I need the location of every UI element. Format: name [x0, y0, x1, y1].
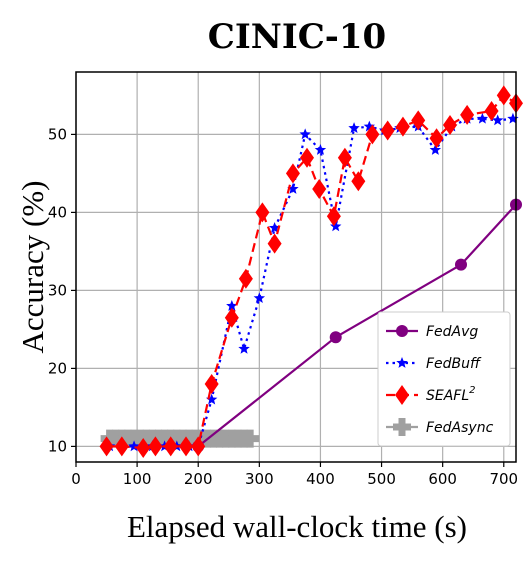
legend-marker	[393, 418, 411, 436]
fedbuff-point	[299, 128, 311, 140]
fedbuff-point	[314, 144, 327, 155]
y-tick-label: 10	[48, 437, 67, 455]
seafl-line	[106, 94, 517, 450]
series-layer	[99, 85, 523, 458]
seafl-point	[496, 85, 511, 106]
y-tick-label: 20	[48, 359, 67, 377]
legend-label: SEAFL2	[426, 385, 476, 404]
fedbuff-point	[128, 440, 140, 452]
x-axis-label: Elapsed wall-clock time (s)	[127, 509, 467, 544]
y-tick-label: 40	[48, 203, 67, 221]
legend-item-fedavg: FedAvg	[386, 324, 478, 340]
series-seafl	[99, 85, 523, 458]
seafl-point	[351, 171, 366, 192]
seafl-point	[443, 115, 457, 136]
fedbuff-point	[253, 292, 266, 304]
x-tick-label: 0	[71, 470, 81, 488]
legend-label: FedBuff	[426, 356, 482, 372]
fedbuff-point	[429, 144, 442, 155]
seafl-point	[285, 163, 300, 184]
x-tick-label: 400	[306, 470, 335, 488]
legend-marker	[396, 357, 408, 368]
seafl-point	[99, 436, 114, 457]
fedbuff-point	[268, 222, 281, 233]
seafl-point	[337, 147, 352, 168]
fedbuff-point	[287, 183, 299, 194]
fedbuff-point	[363, 120, 376, 132]
seafl-point	[136, 437, 151, 458]
y-tick-label: 50	[48, 125, 67, 143]
plot-frame	[75, 71, 517, 463]
fedavg-point	[455, 258, 467, 271]
seafl-point	[114, 436, 129, 457]
y-axis-label: Accuracy (%)	[15, 181, 50, 354]
legend-item-fedbuff: FedBuff	[386, 356, 482, 372]
seafl-point	[163, 436, 178, 457]
fedavg-point	[329, 331, 342, 344]
fedasync-point	[241, 429, 260, 448]
chart-title: CINIC-10	[208, 17, 386, 57]
seafl-point	[429, 128, 444, 149]
fedbuff-point	[491, 114, 504, 126]
seafl-point	[224, 307, 239, 328]
fedbuff-point	[238, 342, 250, 354]
x-tick-label: 300	[245, 470, 274, 488]
legend-item-fedasync: FedAsync	[386, 418, 494, 436]
fedbuff-point	[507, 112, 519, 124]
x-tick-label: 600	[428, 470, 457, 488]
x-tick-label: 500	[367, 470, 396, 488]
seafl-point	[312, 179, 327, 199]
legend-label: FedAsync	[426, 420, 494, 436]
y-tick-label: 30	[48, 281, 67, 299]
seafl-point	[148, 436, 163, 457]
seafl-point	[395, 116, 410, 137]
fedbuff-point	[348, 122, 360, 134]
seafl-point	[460, 104, 475, 125]
seafl-point	[365, 124, 380, 145]
seafl-point	[411, 110, 426, 131]
seafl-point	[191, 436, 206, 457]
seafl-point	[255, 202, 270, 223]
seafl-point	[204, 374, 219, 394]
ticks: 0 100 200 300 400 500 600 700 10 20 30 40 50	[48, 125, 518, 488]
seafl-point	[179, 436, 193, 457]
legend-marker	[395, 385, 409, 405]
seafl-point	[300, 147, 314, 168]
seafl-point	[326, 206, 341, 227]
seafl-point	[267, 233, 282, 254]
legend-box	[377, 311, 511, 447]
legend-item-seafl: SEAFL2	[386, 385, 476, 405]
fedbuff-point	[476, 112, 489, 124]
legend: FedAvg FedBuff SEAFL2 FedAsync	[377, 311, 511, 447]
x-tick-label: 700	[489, 470, 518, 488]
legend-marker	[396, 325, 408, 337]
x-tick-label: 100	[123, 470, 152, 488]
fedbuff-point	[330, 220, 342, 232]
seafl-point	[238, 268, 253, 289]
seafl-point	[484, 101, 499, 121]
x-tick-label: 200	[184, 470, 213, 488]
seafl-point	[380, 120, 395, 141]
fedavg-line	[197, 203, 517, 448]
fedbuff-point	[205, 393, 218, 405]
fedbuff-point	[226, 300, 238, 311]
legend-label: FedAvg	[426, 324, 478, 340]
